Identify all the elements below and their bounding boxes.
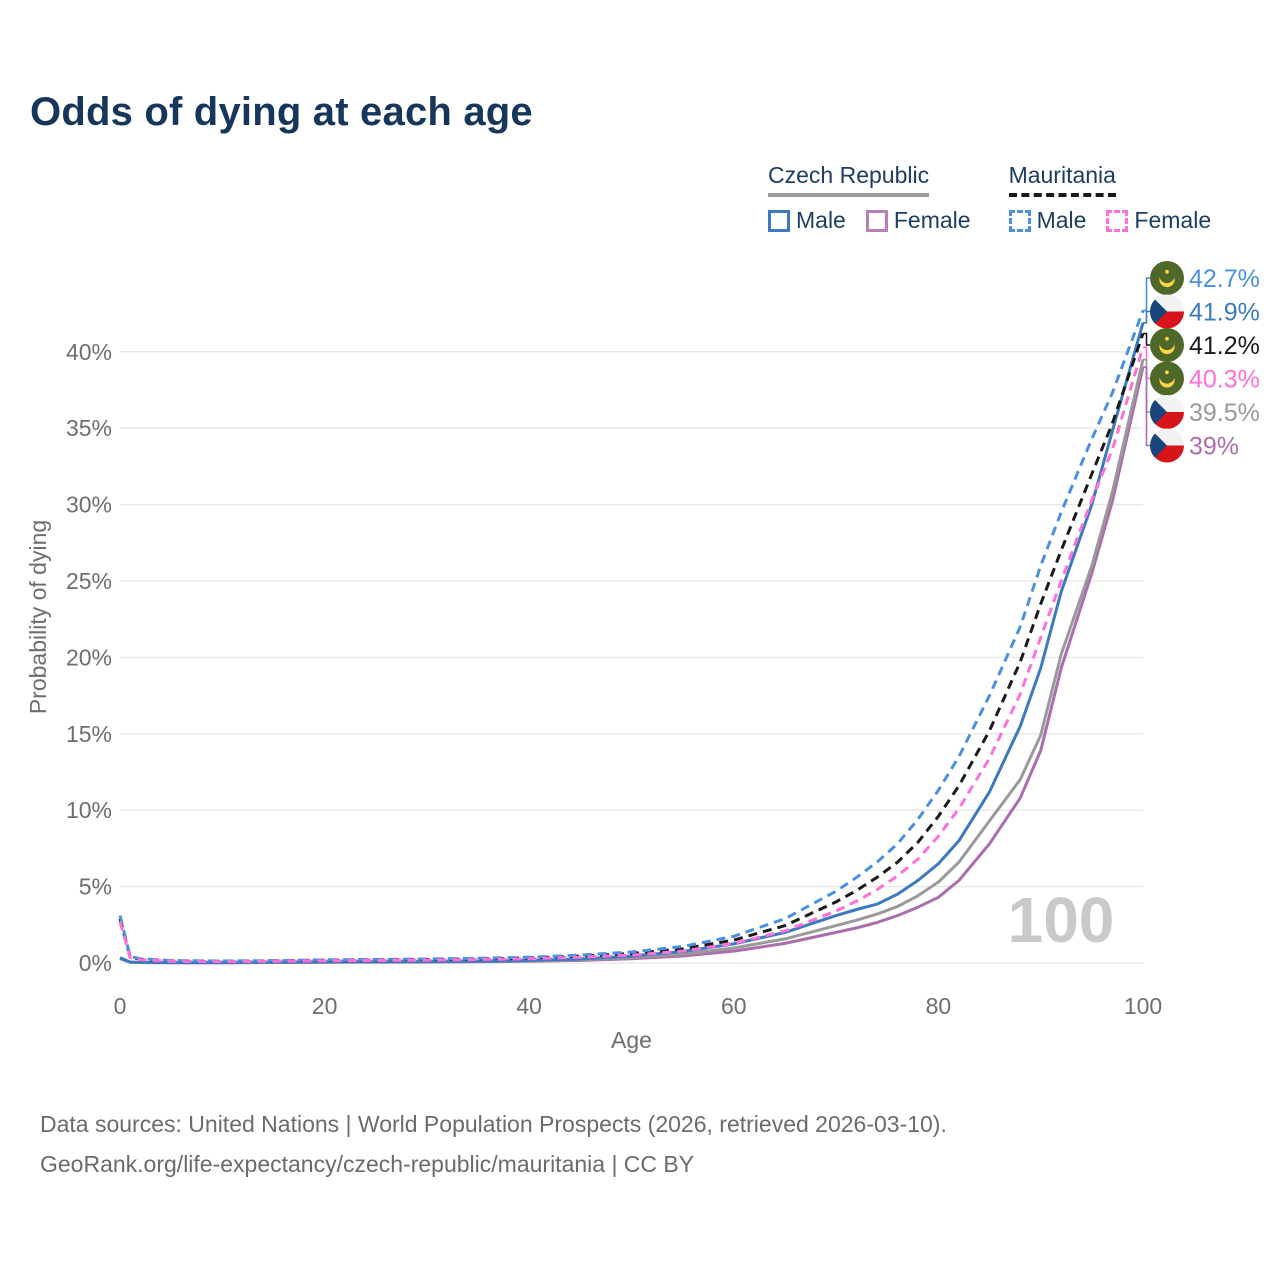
data-source-line: Data sources: United Nations | World Pop…: [40, 1111, 947, 1137]
czech-flag-icon: [1150, 294, 1184, 329]
end-label-value: 41.9%: [1189, 299, 1260, 327]
x-tick-label: 100: [1124, 993, 1162, 1019]
legend-item-czech-female[interactable]: Female: [865, 207, 971, 234]
end-label-mauritania-female: 40.3%: [1150, 361, 1260, 396]
x-tick-label: 60: [721, 993, 747, 1019]
y-tick-label: 30%: [66, 492, 112, 518]
y-axis-title: Probability of dying: [25, 520, 51, 714]
legend-item-mauritania-female[interactable]: Female: [1106, 207, 1211, 234]
legend-item-label: Male: [1036, 207, 1087, 233]
series-line-mauritania-male: [118, 309, 1145, 963]
end-label-czech-republic-total: 39.5%: [1150, 395, 1260, 429]
mauritania-female-swatch-icon: [1106, 209, 1129, 232]
series-line-czech-republic-male: [119, 322, 1145, 964]
czech-flag-icon: [1150, 428, 1184, 463]
y-tick-label: 0%: [79, 950, 112, 976]
y-tick-label: 25%: [66, 568, 112, 594]
legend-group-mauritania: Mauritania Male Female: [1008, 162, 1211, 234]
x-tick-label: 20: [312, 993, 338, 1019]
y-tick-label: 20%: [66, 644, 112, 670]
end-label-mauritania-male: 42.7%: [1150, 261, 1260, 295]
y-tick-label: 15%: [66, 721, 112, 747]
x-axis-title: Age: [611, 1027, 652, 1053]
mauritania-male-swatch-icon: [1008, 209, 1031, 232]
series-line-mauritania-female: [118, 346, 1145, 963]
czech-female-swatch-icon: [865, 209, 888, 232]
y-tick-label: 40%: [66, 339, 112, 365]
end-label-value: 42.7%: [1189, 265, 1260, 293]
x-tick-label: 40: [516, 993, 542, 1019]
watermark-age-100: 100: [1008, 884, 1115, 956]
end-label-czech-republic-female: 39%: [1150, 428, 1239, 463]
y-tick-label: 5%: [79, 874, 112, 900]
legend-item-mauritania-male[interactable]: Male: [1008, 207, 1087, 234]
label-connector: [1143, 277, 1150, 312]
legend-group-czech-republic: Czech Republic Male Female: [768, 162, 971, 234]
y-tick-label: 10%: [66, 797, 112, 823]
label-connector: [1143, 332, 1150, 346]
end-label-czech-republic-male: 41.9%: [1150, 294, 1260, 329]
legend: Czech Republic Male Female Mauritania Ma…: [768, 162, 1211, 234]
x-tick-label: 80: [926, 993, 952, 1019]
end-label-value: 41.2%: [1189, 332, 1260, 360]
end-label-value: 39%: [1189, 433, 1239, 461]
czech-flag-icon: [1150, 395, 1184, 429]
url-line: GeoRank.org/life-expectancy/czech-republ…: [40, 1151, 695, 1177]
legend-item-czech-male[interactable]: Male: [768, 207, 846, 234]
legend-title-mauritania: Mauritania: [1008, 162, 1116, 197]
legend-item-label: Female: [893, 207, 971, 233]
legend-item-label: Male: [796, 207, 846, 233]
end-label-value: 40.3%: [1189, 366, 1260, 394]
czech-male-swatch-icon: [768, 209, 790, 232]
end-label-mauritania-total: 41.2%: [1150, 328, 1260, 362]
x-tick-label: 0: [114, 993, 127, 1019]
end-label-value: 39.5%: [1189, 399, 1260, 427]
series-line-czech-republic-female: [119, 366, 1145, 965]
legend-item-label: Female: [1134, 207, 1212, 233]
series-line-czech-republic-total: [119, 359, 1145, 965]
y-tick-label: 35%: [66, 415, 112, 441]
label-connector: [1143, 366, 1150, 447]
label-connector: [1143, 310, 1150, 324]
mauritania-flag-icon: [1150, 261, 1184, 295]
page-title: Odds of dying at each age: [30, 90, 533, 134]
mauritania-flag-icon: [1150, 361, 1184, 396]
legend-title-czech-republic: Czech Republic: [768, 162, 930, 197]
source-attribution: Data sources: United Nations | World Pop…: [40, 1104, 947, 1184]
mauritania-flag-icon: [1150, 328, 1184, 362]
